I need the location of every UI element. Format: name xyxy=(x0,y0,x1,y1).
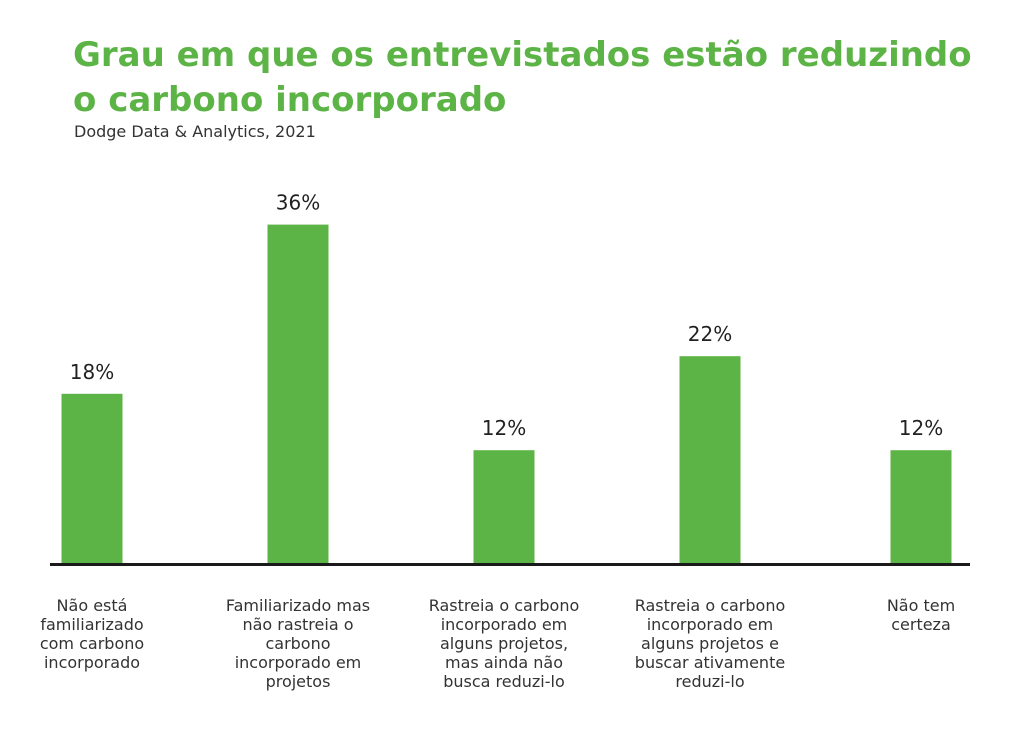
value-labels-group: 18% 36% 12% 22% 12% xyxy=(70,191,943,441)
bar-value-label-4: 22% xyxy=(688,322,732,346)
chart-subtitle: Dodge Data & Analytics, 2021 xyxy=(74,122,316,141)
bar-value-label-3: 12% xyxy=(482,416,526,440)
bars-group xyxy=(61,224,952,563)
category-label-1: Não está familiarizado com carbono incor… xyxy=(39,596,145,672)
category-label-4: Rastreia o carbono incorporado em alguns… xyxy=(634,596,786,691)
bar-3 xyxy=(473,450,535,563)
chart-title: Grau em que os entrevistados estão reduz… xyxy=(73,35,972,120)
bar-1 xyxy=(61,393,123,563)
category-label-3: Rastreia o carbono incorporado em alguns… xyxy=(428,596,580,691)
bar-value-label-5: 12% xyxy=(899,416,943,440)
category-label-5: Não tem certeza xyxy=(886,596,956,634)
bar-2 xyxy=(267,224,329,563)
bar-value-label-1: 18% xyxy=(70,360,114,384)
bar-5 xyxy=(890,450,952,563)
bar-value-label-2: 36% xyxy=(276,191,320,215)
bar-4 xyxy=(679,356,741,563)
category-label-2: Familiarizado mas não rastreia o carbono… xyxy=(225,596,371,691)
